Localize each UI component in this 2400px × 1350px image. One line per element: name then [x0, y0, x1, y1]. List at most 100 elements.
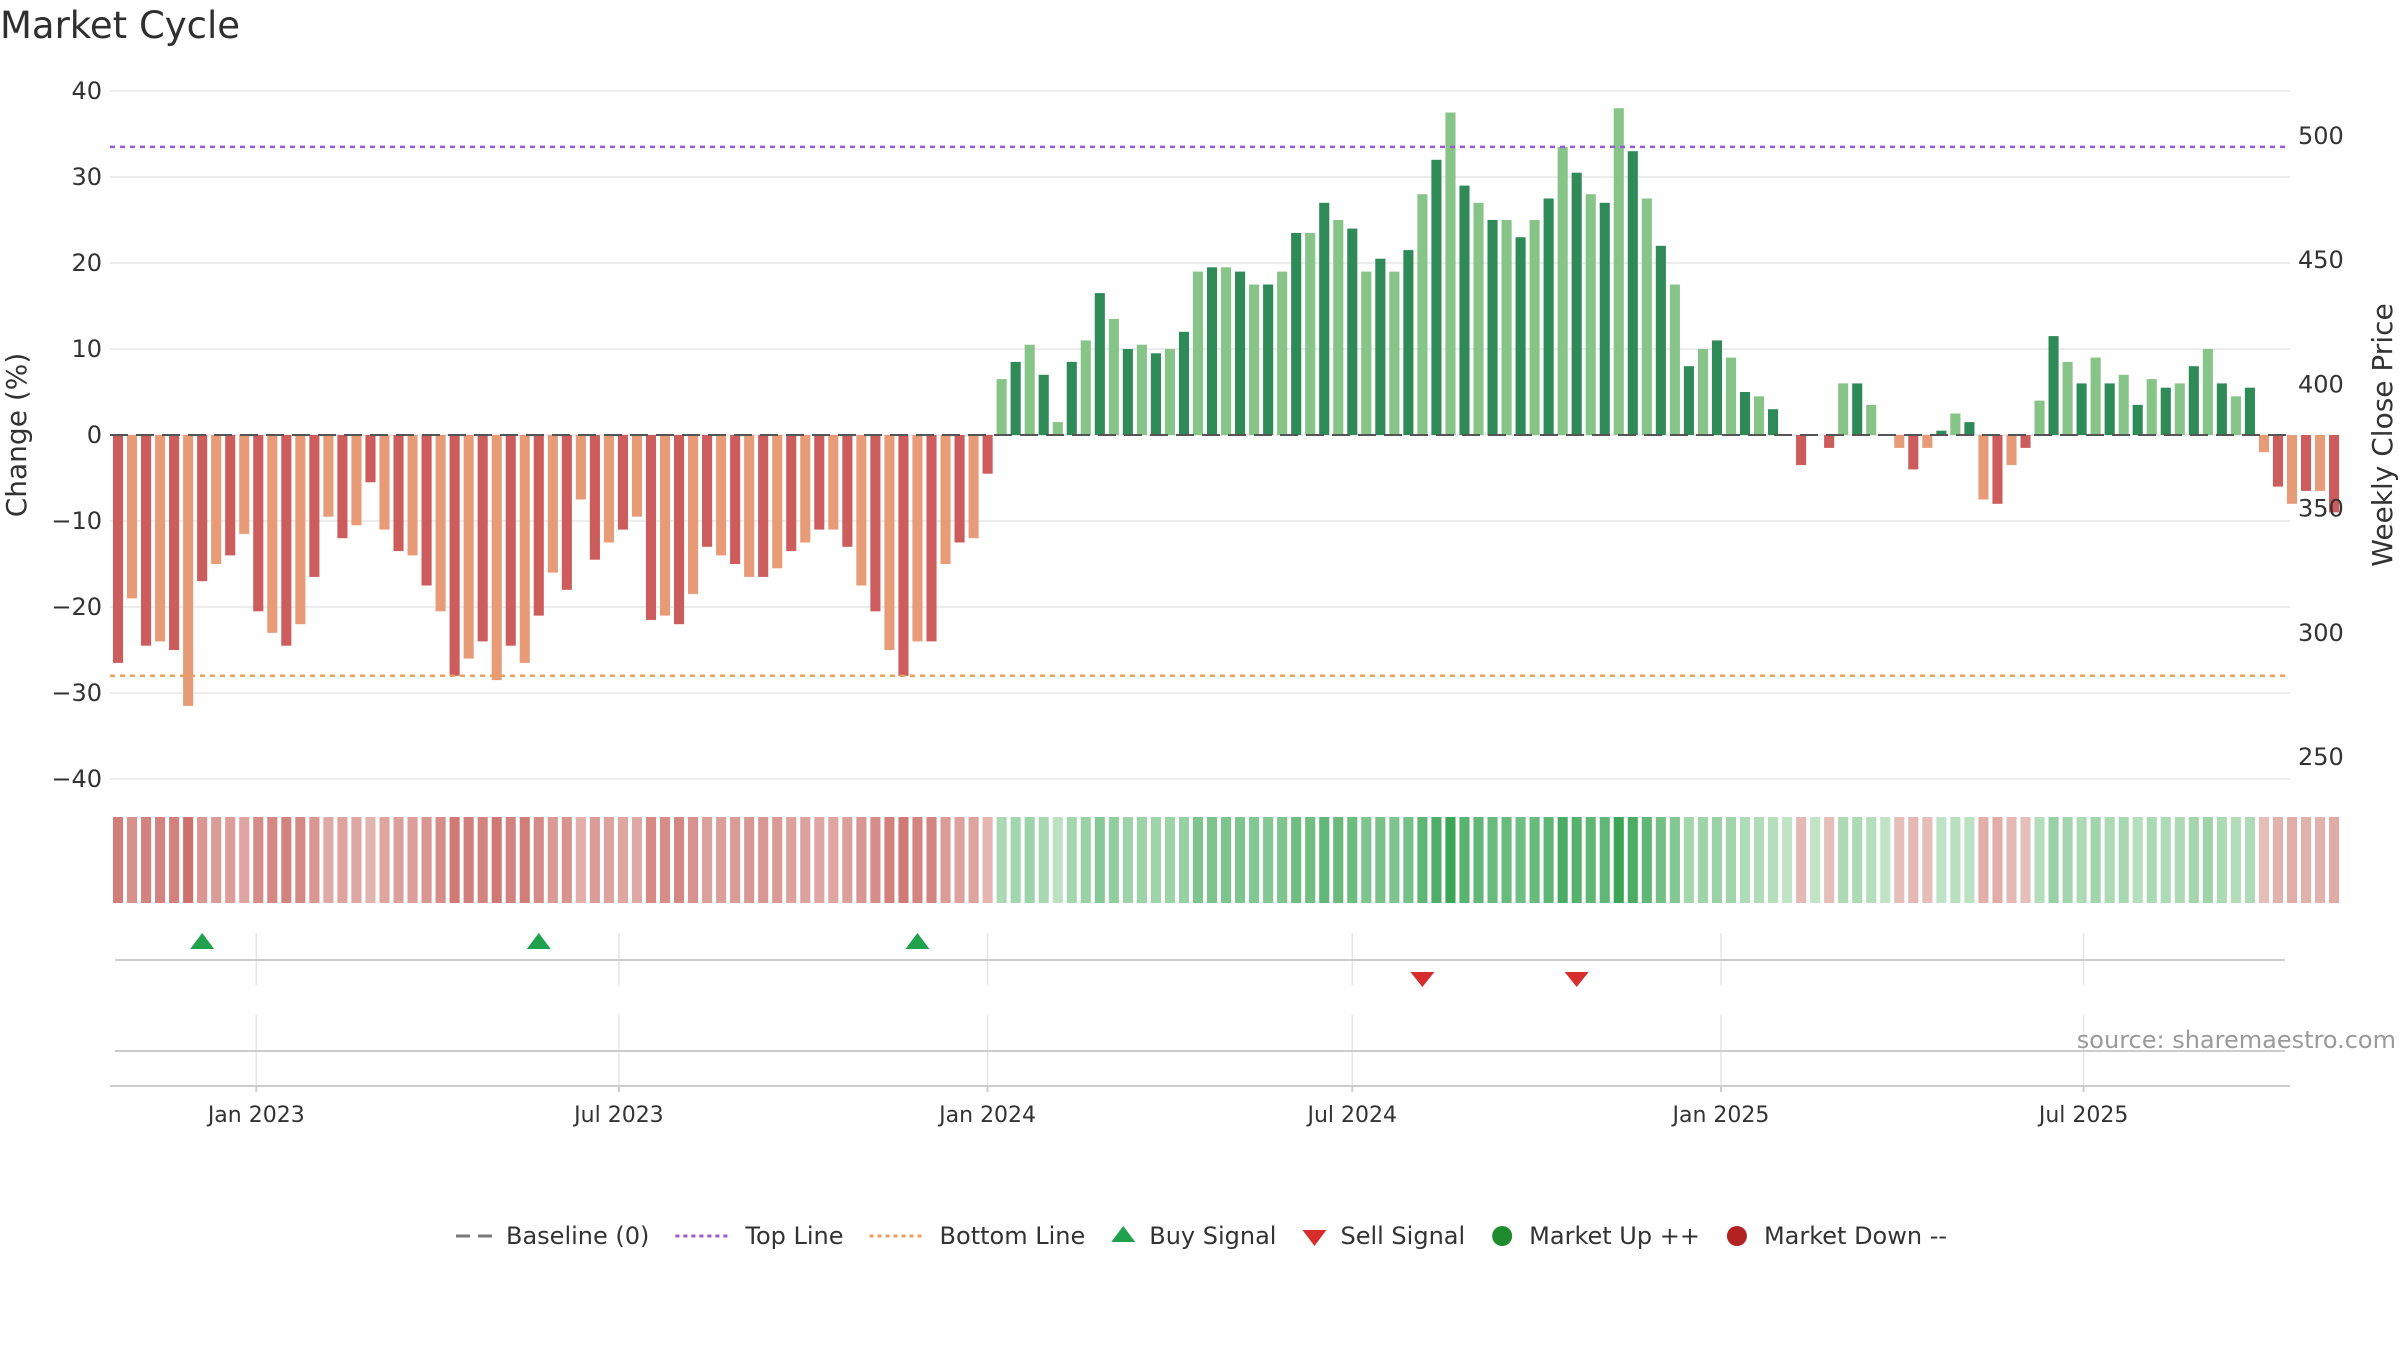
- heat-cell: [1347, 817, 1358, 903]
- bar: [772, 435, 783, 569]
- heat-cell: [1950, 817, 1961, 903]
- bar: [1038, 374, 1049, 435]
- heat-cell: [772, 817, 783, 903]
- bar: [351, 435, 362, 526]
- heat-cell: [1066, 817, 1077, 903]
- heat-cell: [1206, 817, 1218, 903]
- bar: [1389, 271, 1400, 435]
- heat-cell: [786, 817, 797, 903]
- heat-cell: [2020, 817, 2031, 903]
- legend-item: Sell Signal: [1302, 1222, 1465, 1250]
- bar: [491, 435, 502, 681]
- bar: [505, 435, 516, 646]
- bar: [716, 435, 727, 556]
- legend-circle-icon: [1492, 1226, 1513, 1246]
- legend-item: Buy Signal: [1111, 1222, 1276, 1250]
- bar: [2090, 357, 2101, 435]
- heat-cell: [365, 817, 376, 903]
- bar: [1796, 435, 1807, 466]
- heat-cell: [1094, 817, 1105, 903]
- heat-cell: [2202, 817, 2213, 903]
- bar: [2188, 366, 2199, 435]
- y-tick-label: 30: [71, 163, 102, 191]
- heat-cell: [323, 817, 334, 903]
- heat-cell: [309, 817, 320, 903]
- legend-label: Market Up ++: [1529, 1222, 1700, 1250]
- heat-cell: [842, 817, 853, 903]
- heat-cell: [477, 817, 488, 903]
- bar: [1206, 267, 1218, 435]
- heat-cell: [1782, 817, 1793, 903]
- bar: [407, 435, 418, 556]
- heat-cell: [1810, 817, 1821, 903]
- bar: [379, 435, 390, 530]
- heat-cell: [1122, 817, 1133, 903]
- heat-cell: [1669, 817, 1680, 903]
- heat-cell: [870, 817, 881, 903]
- heat-cell: [421, 817, 432, 903]
- bar: [1445, 112, 1456, 435]
- heat-cell: [954, 817, 965, 903]
- heat-cell: [112, 817, 124, 903]
- heat-cell: [1052, 817, 1063, 903]
- bar: [1305, 232, 1316, 435]
- bar: [1403, 250, 1414, 435]
- heat-cell: [1739, 817, 1751, 903]
- heat-cell: [1599, 817, 1610, 903]
- heat-cell: [1010, 817, 1021, 903]
- y-tick-label: −40: [51, 765, 102, 793]
- bar: [954, 435, 965, 543]
- heat-cell: [1164, 817, 1175, 903]
- bar: [1908, 435, 1919, 470]
- heat-cell: [1515, 817, 1526, 903]
- heat-cell: [575, 817, 586, 903]
- bar: [786, 435, 797, 552]
- heat-cell: [1627, 817, 1638, 903]
- bar: [421, 435, 432, 586]
- bar: [589, 435, 600, 560]
- bar: [2076, 383, 2087, 435]
- bar: [1669, 284, 1680, 435]
- heat-cell: [1585, 817, 1596, 903]
- heat-cell: [1992, 817, 2003, 903]
- bar: [1950, 413, 1961, 435]
- bar: [1571, 172, 1582, 435]
- heat-cell: [407, 817, 418, 903]
- y2-tick-label: 300: [2298, 619, 2344, 647]
- bar: [267, 435, 278, 633]
- x-tick-label: Jul 2024: [1306, 1103, 1398, 1128]
- y-tick-label: 40: [71, 77, 102, 105]
- heat-cell: [533, 817, 544, 903]
- bar: [898, 435, 909, 676]
- bar: [225, 435, 236, 556]
- bar: [519, 435, 530, 663]
- bar: [1417, 194, 1428, 435]
- bar: [1192, 271, 1204, 435]
- source-note: source: sharemaestro.com: [2077, 1026, 2396, 1054]
- bar: [309, 435, 320, 577]
- heat-cell: [898, 817, 909, 903]
- bar: [1613, 108, 1624, 435]
- bar: [1178, 331, 1190, 435]
- bar: [547, 435, 558, 573]
- heat-cell: [337, 817, 348, 903]
- bar: [1108, 318, 1119, 435]
- heat-cell: [155, 817, 166, 903]
- bar: [1220, 267, 1232, 435]
- heat-cell: [1361, 817, 1372, 903]
- heat-cell: [2315, 817, 2326, 903]
- heat-cell: [1796, 817, 1807, 903]
- bar: [1866, 404, 1877, 435]
- bar: [1277, 271, 1288, 435]
- legend-item: Market Down --: [1726, 1222, 1947, 1250]
- heat-cell: [351, 817, 362, 903]
- heat-cell: [449, 817, 460, 903]
- y2-axis-title: Weekly Close Price: [2366, 303, 2399, 566]
- heat-cell: [1501, 817, 1512, 903]
- heat-cell: [1263, 817, 1274, 903]
- legend-label: Top Line: [744, 1222, 843, 1250]
- bar: [1936, 430, 1947, 435]
- bar: [2118, 374, 2129, 435]
- heat-cell: [295, 817, 306, 903]
- bar: [758, 435, 769, 577]
